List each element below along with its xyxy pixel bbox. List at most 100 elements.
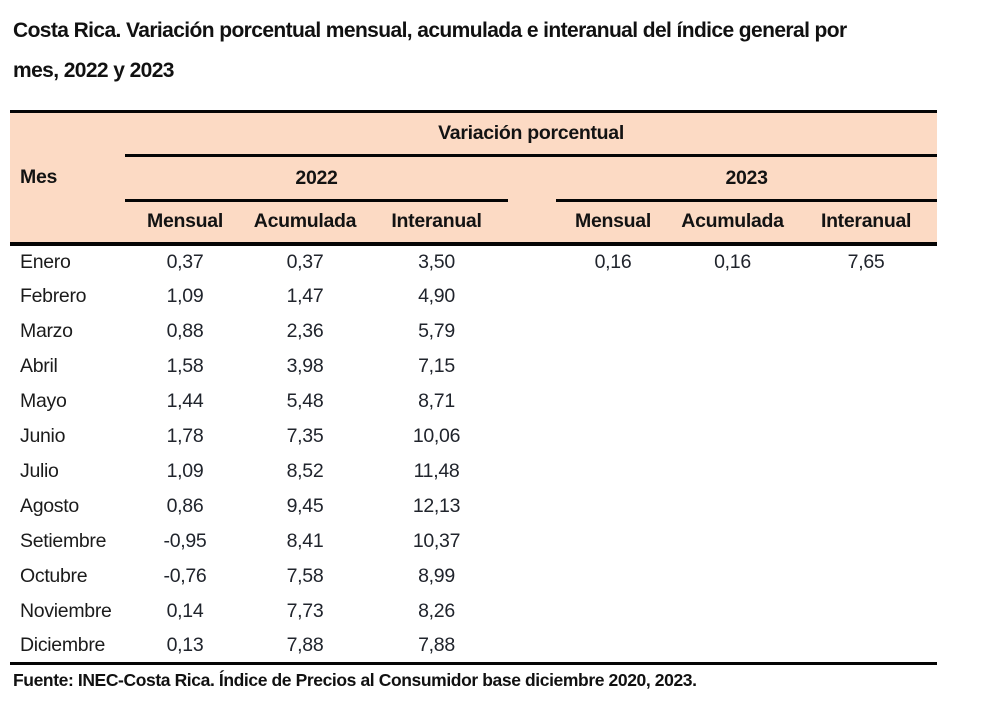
gap-cell: [508, 200, 556, 246]
table-row: Setiembre -0,95 8,41 10,37: [10, 524, 937, 559]
value-cell: [670, 454, 795, 489]
value-cell: [556, 279, 670, 314]
gap-cell: [508, 559, 556, 594]
gap-cell: [508, 419, 556, 454]
value-cell: [670, 559, 795, 594]
value-cell: 7,35: [286, 424, 324, 447]
value-cell: [795, 384, 937, 419]
page-title: Costa Rica. Variación porcentual mensual…: [13, 19, 847, 82]
value-cell: [670, 594, 795, 629]
value-cell: 0,13: [166, 633, 204, 656]
source-note: Fuente: INEC-Costa Rica. Índice de Preci…: [13, 670, 697, 690]
value-cell: 11,48: [413, 459, 460, 482]
value-cell: [556, 524, 670, 559]
value-cell: 4,90: [418, 284, 455, 307]
value-cell: 10,37: [412, 529, 461, 552]
value-cell: 7,88: [286, 633, 324, 656]
value-cell: [795, 279, 937, 314]
value-cell: [556, 489, 670, 524]
value-cell: [556, 419, 670, 454]
month-cell: Agosto: [20, 494, 79, 517]
value-cell: [556, 349, 670, 384]
gap-cell: [508, 454, 556, 489]
value-cell: [795, 454, 937, 489]
data-table: Mes Variación porcentual 2022 2023 Mensu…: [10, 110, 938, 665]
year-header-cell-2022: 2022: [125, 155, 508, 202]
value-cell: [556, 314, 670, 349]
value-cell: [670, 314, 795, 349]
table-row: Enero 0,37 0,37 3,50 0,16 0,16 7,65: [10, 244, 937, 279]
table-row: Agosto 0,86 9,45 12,13: [10, 489, 937, 524]
gap-cell: [508, 594, 556, 629]
value-cell: 1,44: [166, 389, 204, 412]
value-cell: 3,50: [418, 250, 455, 273]
value-cell: 0,37: [166, 250, 204, 273]
column-header-interanual-2022: Interanual: [365, 200, 508, 246]
value-cell: 8,52: [286, 459, 324, 482]
table-row: Abril 1,58 3,98 7,15: [10, 349, 937, 384]
gap-cell: [508, 349, 556, 384]
gap-cell: [508, 524, 556, 559]
value-cell: [670, 279, 795, 314]
table-body: Enero 0,37 0,37 3,50 0,16 0,16 7,65 Febrero 1,09…: [10, 244, 937, 664]
value-cell: [670, 489, 795, 524]
value-cell: 5,48: [286, 389, 324, 412]
table-row: Julio 1,09 8,52 11,48: [10, 454, 937, 489]
value-cell: [670, 629, 795, 664]
value-cell: [795, 629, 937, 664]
month-cell: Mayo: [20, 389, 67, 412]
value-cell: 0,86: [166, 494, 204, 517]
month-cell: Abril: [20, 354, 58, 377]
gap-cell: [508, 629, 556, 664]
value-cell: [795, 559, 937, 594]
value-cell: 7,65: [847, 250, 885, 273]
value-cell: [670, 419, 795, 454]
value-cell: [556, 594, 670, 629]
table-row: Marzo 0,88 2,36 5,79: [10, 314, 937, 349]
value-cell: 12,13: [412, 494, 461, 517]
value-cell: -0,95: [163, 529, 207, 552]
month-cell: Julio: [20, 459, 59, 482]
column-header-mensual-2022: Mensual: [125, 200, 245, 246]
column-header-interanual-2023: Interanual: [795, 200, 938, 246]
gap-cell: [508, 279, 556, 314]
month-cell: Diciembre: [20, 633, 106, 656]
value-cell: 1,47: [286, 284, 324, 307]
value-cell: 10,06: [412, 424, 461, 447]
value-cell: 0,37: [286, 250, 324, 273]
value-cell: 0,16: [714, 250, 751, 273]
value-cell: 8,99: [418, 564, 455, 587]
gap-cell: [508, 244, 556, 279]
value-cell: [670, 524, 795, 559]
value-cell: [556, 559, 670, 594]
corner-header-cell: Mes: [10, 111, 125, 246]
value-cell: [556, 384, 670, 419]
value-cell: [670, 384, 795, 419]
value-cell: 1,09: [166, 459, 204, 482]
month-cell: Noviembre: [20, 599, 112, 622]
month-cell: Octubre: [20, 564, 88, 587]
value-cell: 2,36: [286, 319, 324, 342]
value-cell: 8,71: [418, 389, 455, 412]
value-cell: 1,78: [166, 424, 204, 447]
value-cell: [556, 454, 670, 489]
column-header-acumulada-2023: Acumulada: [670, 200, 795, 246]
month-cell: Enero: [20, 250, 71, 273]
month-cell: Setiembre: [20, 529, 107, 552]
group-header-cell: Variación porcentual: [125, 111, 938, 157]
table-row: Febrero 1,09 1,47 4,90: [10, 279, 937, 314]
value-cell: 8,26: [418, 599, 455, 622]
table-row: Diciembre 0,13 7,88 7,88: [10, 629, 937, 664]
value-cell: 8,41: [286, 529, 324, 552]
value-cell: [795, 594, 937, 629]
value-cell: 1,09: [166, 284, 204, 307]
value-cell: 3,98: [286, 354, 324, 377]
column-header-acumulada-2022: Acumulada: [245, 200, 365, 246]
year-header-cell-2023: 2023: [556, 155, 938, 202]
value-cell: 0,14: [166, 599, 204, 622]
value-cell: 7,15: [418, 354, 455, 377]
value-cell: [670, 349, 795, 384]
value-cell: [795, 489, 937, 524]
gap-cell: [508, 489, 556, 524]
